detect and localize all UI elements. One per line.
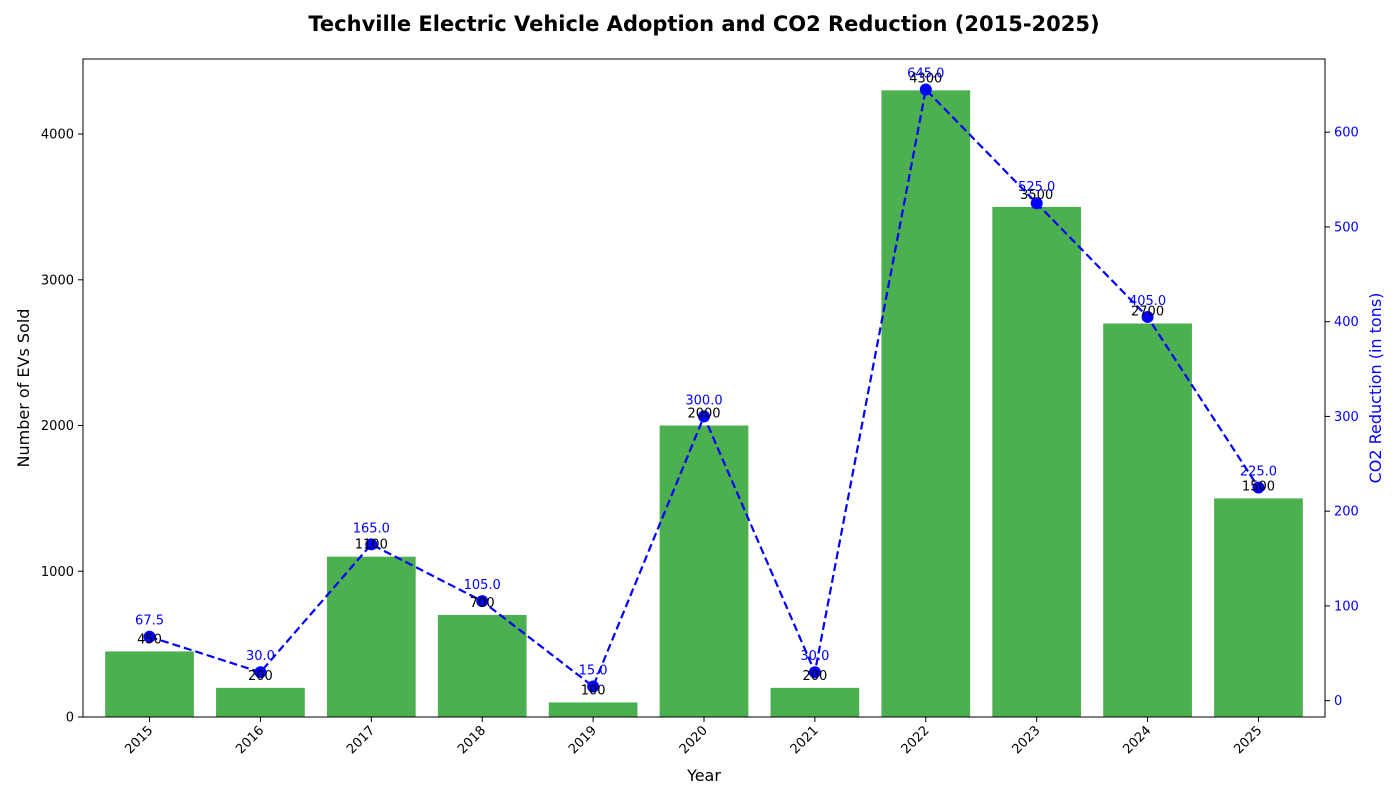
co2-point-2021 [808, 666, 821, 679]
bar-2018 [437, 614, 527, 717]
bar-2024 [1103, 323, 1192, 717]
bar-2023 [992, 206, 1082, 717]
y-right-tick-label: 400 [1334, 315, 1359, 330]
y-right-tick-label: 500 [1334, 220, 1359, 235]
bar-value-label: 700 [470, 596, 495, 611]
y-left-tick-label: 3000 [41, 273, 74, 288]
co2-point-2020 [698, 410, 710, 423]
co2-point-2015 [143, 630, 156, 643]
y-right-tick-label: 200 [1334, 505, 1359, 520]
line-layer [143, 83, 1265, 693]
co2-value-label: 645.0 [907, 67, 944, 82]
co2-value-label: 15.0 [579, 663, 608, 678]
x-tick-label: 2019 [566, 723, 600, 757]
bar-value-label: 1100 [355, 538, 388, 553]
co2-point-2018 [476, 595, 489, 608]
bar-value-label: 2000 [687, 407, 720, 422]
x-tick-label: 2021 [788, 723, 822, 757]
co2-value-label: 30.0 [246, 649, 275, 664]
bar-2015 [105, 651, 194, 717]
co2-point-2019 [587, 680, 600, 693]
x-tick-label: 2022 [899, 723, 933, 757]
bar-value-label: 200 [248, 669, 273, 684]
co2-point-2024 [1141, 310, 1154, 323]
data-labels-layer: 450 200 1100 700 100 2000 200 4300 3500 2700 1500 6… [135, 67, 1277, 699]
co2-point-2023 [1030, 197, 1043, 210]
bar-2021 [770, 687, 860, 717]
bar-2017 [326, 556, 416, 717]
co2-value-label: 105.0 [464, 578, 501, 593]
bar-value-label: 4300 [909, 71, 942, 86]
x-tick-label: 2016 [233, 723, 267, 757]
y-left-tick-label: 0 [66, 711, 74, 726]
x-tick-label: 2017 [344, 723, 378, 757]
y-right-tick-label: 300 [1334, 410, 1359, 425]
x-tick-label: 2023 [1009, 723, 1043, 757]
bar-value-label: 1500 [1242, 479, 1275, 494]
x-tick-label: 2020 [677, 723, 711, 757]
y-right-tick-label: 100 [1334, 599, 1359, 614]
bar-value-label: 450 [137, 632, 162, 647]
y-right-tick-label: 600 [1334, 126, 1359, 141]
x-tick-label: 2018 [455, 723, 489, 757]
co2-value-label: 165.0 [353, 521, 390, 536]
co2-value-label: 525.0 [1018, 180, 1055, 195]
bar-2020 [659, 425, 749, 717]
bar-value-label: 2700 [1131, 305, 1164, 320]
bar-2022 [881, 90, 971, 718]
bar-2025 [1214, 498, 1303, 717]
co2-value-label: 405.0 [1129, 294, 1166, 309]
bar-value-label: 200 [802, 669, 827, 684]
co2-point-2016 [254, 666, 267, 679]
y-axis-left: 0 1000 2000 3000 4000 [41, 128, 83, 726]
bar-2019 [548, 702, 638, 717]
y-left-tick-label: 2000 [41, 419, 74, 434]
y-left-tick-label: 4000 [41, 128, 74, 143]
x-tick-label: 2024 [1120, 723, 1154, 757]
co2-point-2017 [365, 538, 378, 551]
x-axis: 2015 2016 2017 2018 2019 2020 2021 2022 2023 2024… [122, 717, 1265, 757]
y-axis-label-left: Number of EVs Sold [14, 309, 33, 468]
co2-value-label: 67.5 [135, 614, 164, 629]
x-tick-label: 2025 [1231, 723, 1265, 757]
co2-point-2022 [919, 83, 932, 96]
bar-2016 [216, 687, 305, 717]
co2-value-label: 300.0 [685, 393, 722, 408]
x-tick-label: 2015 [122, 723, 156, 757]
y-axis-right: 0 100 200 300 400 500 600 [1325, 126, 1359, 709]
y-axis-label-right: CO2 Reduction (in tons) [1366, 293, 1385, 484]
bars-layer [105, 90, 1303, 718]
y-left-tick-label: 1000 [41, 565, 74, 580]
bar-value-label: 3500 [1020, 188, 1053, 203]
x-axis-label: Year [686, 766, 721, 785]
co2-point-2025 [1252, 481, 1265, 494]
chart-title: Techville Electric Vehicle Adoption and … [308, 12, 1099, 36]
y-right-tick-label: 0 [1334, 694, 1342, 709]
bar-value-label: 100 [581, 683, 606, 698]
co2-value-label: 225.0 [1240, 464, 1277, 479]
co2-value-label: 30.0 [800, 649, 829, 664]
